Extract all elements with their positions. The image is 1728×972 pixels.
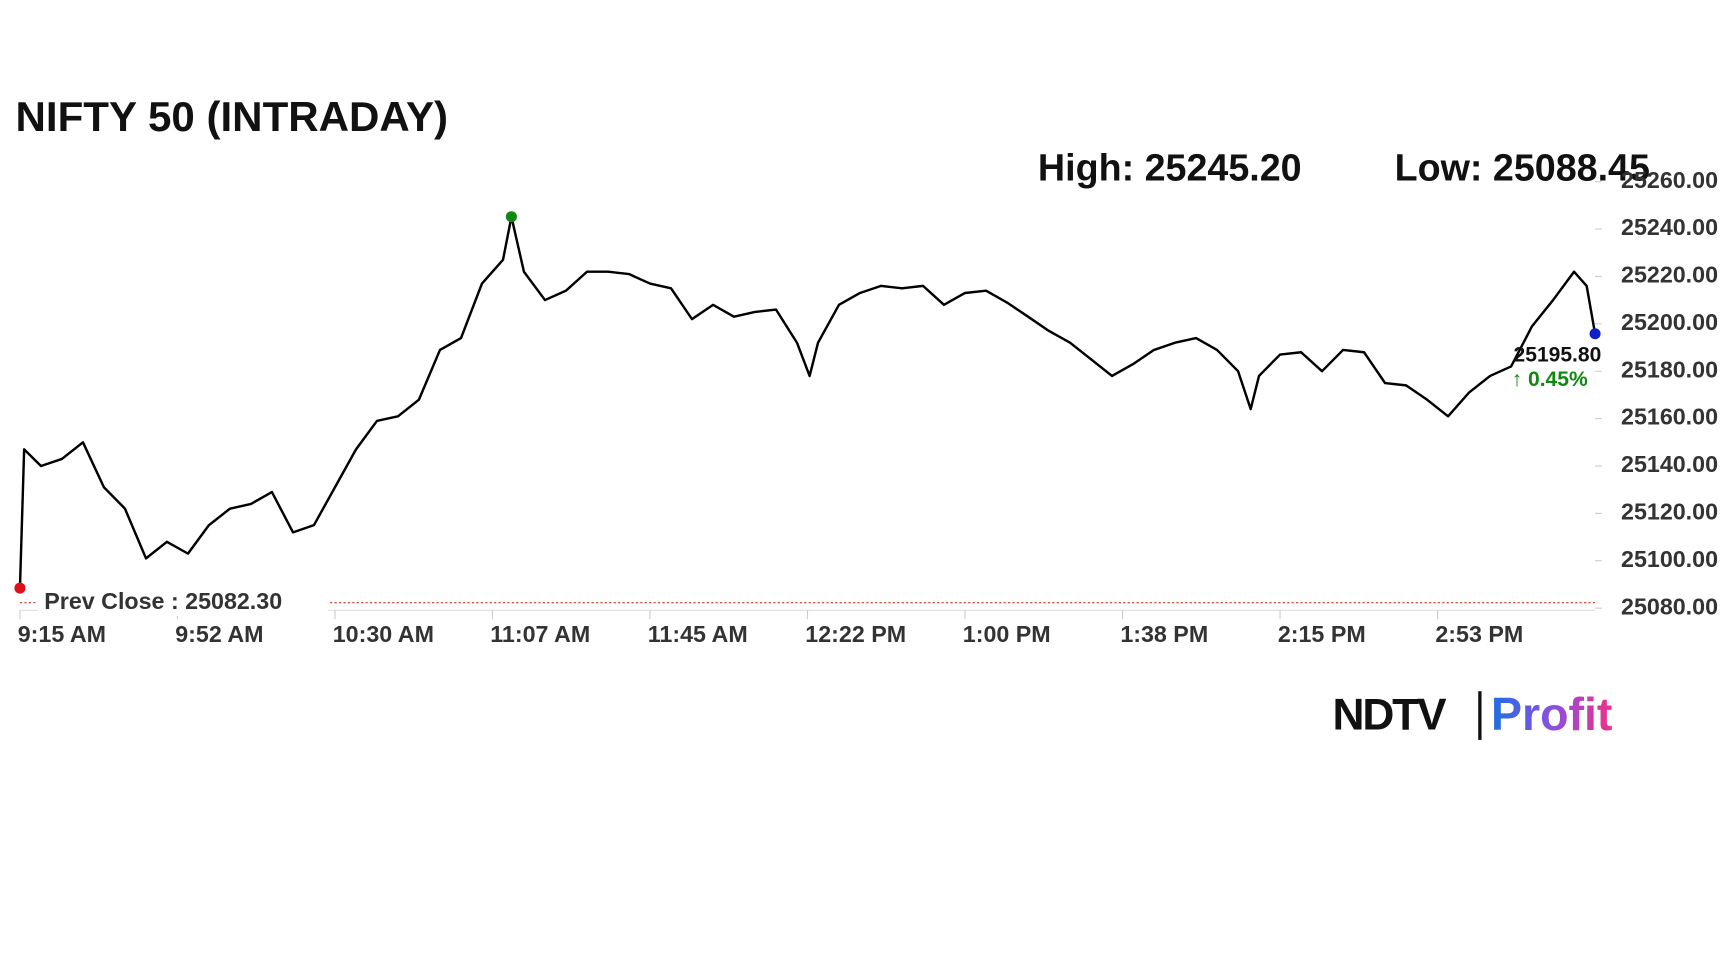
y-tick-label: 25140.00	[1621, 451, 1718, 477]
price-line	[18, 215, 1597, 589]
x-tick-label: 1:00 PM	[963, 621, 1051, 647]
x-tick-label: 10:30 AM	[333, 621, 434, 647]
x-tick-label: 9:15 AM	[18, 621, 106, 647]
y-tick-label: 25080.00	[1621, 593, 1718, 619]
y-tick-label: 25160.00	[1621, 404, 1718, 430]
y-tick-label: 25220.00	[1621, 262, 1718, 288]
y-tick-label: 25260.00	[1621, 167, 1718, 193]
chart-title: NIFTY 50 (INTRADAY)	[16, 93, 449, 140]
change-label: ↑ 0.45%	[1512, 368, 1588, 391]
high-marker	[505, 211, 517, 223]
prev-close-bg	[37, 587, 328, 616]
x-tick-label: 1:38 PM	[1120, 621, 1208, 647]
x-tick-label: 12:22 PM	[805, 621, 906, 647]
low-marker	[14, 582, 26, 594]
prev-close-label: Prev Close : 25082.30	[44, 588, 282, 614]
x-tick-label: 2:15 PM	[1278, 621, 1366, 647]
x-tick-label: 11:07 AM	[490, 621, 590, 647]
last-marker	[1589, 328, 1601, 340]
y-tick-label: 25240.00	[1621, 214, 1718, 240]
brand-profit: Profit	[1491, 688, 1612, 740]
y-tick-label: 25200.00	[1621, 309, 1718, 335]
x-tick-label: 2:53 PM	[1435, 621, 1523, 647]
low-label: Low: 25088.45	[1395, 147, 1650, 189]
x-tick-label: 9:52 AM	[175, 621, 263, 647]
y-tick-label: 25100.00	[1621, 546, 1718, 572]
y-tick-label: 25120.00	[1621, 498, 1718, 524]
y-tick-label: 25180.00	[1621, 356, 1718, 382]
high-label: High: 25245.20	[1038, 147, 1302, 189]
brand-ndtv: NDTV	[1333, 690, 1447, 739]
x-tick-label: 11:45 AM	[648, 621, 748, 647]
last-value-label: 25195.80	[1514, 343, 1602, 366]
